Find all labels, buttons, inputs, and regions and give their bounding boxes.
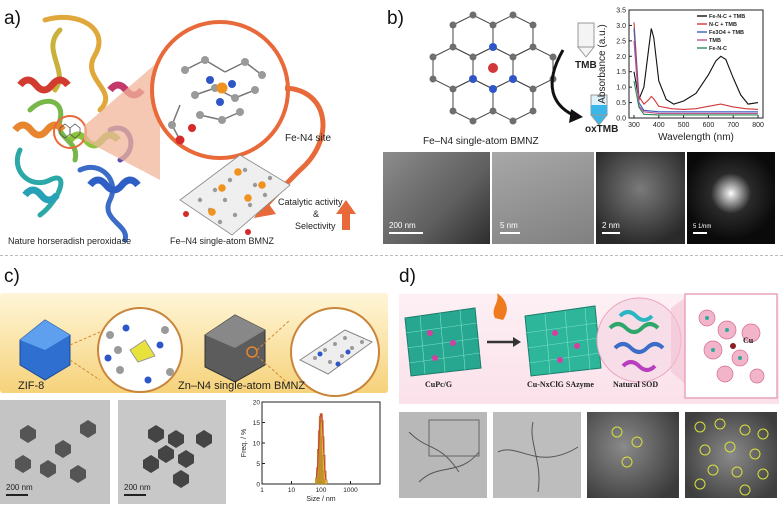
micro-b-3: 2 nm <box>596 152 685 244</box>
zn-n4-label: Zn–N4 single-atom BMNZ <box>178 380 306 392</box>
panel-a: a) <box>0 0 380 255</box>
micro-b-4: 5 1/nm <box>687 152 775 244</box>
panel-separator <box>0 255 783 256</box>
ampersand-label: & <box>313 209 320 219</box>
peroxidase-protein-illustration <box>12 14 356 243</box>
uv-vis-chart: 0.0 0.5 1.0 1.5 2.0 2.5 3.0 3.5 300 400 500 600 700 8… <box>597 8 764 144</box>
legend-label: Fe3O4 + TMB <box>709 30 744 36</box>
bmnz-caption: Fe–N4 single-atom BMNZ <box>170 236 275 246</box>
micro-c-2: 200 nm <box>118 400 226 504</box>
x-tick-label: 1000 <box>343 487 358 494</box>
oxtmb-label: oxTMB <box>585 124 619 135</box>
panel-a-label: a) <box>4 8 21 29</box>
legend-label: Fe-N-C + TMB <box>709 14 745 20</box>
micro-c-1: 200 nm <box>0 400 110 504</box>
y-axis-label: Absorbance (a.u.) <box>597 24 608 104</box>
micro-d-2 <box>493 412 581 498</box>
scale-label: 200 nm <box>389 221 416 230</box>
micro-b-2: 5 nm <box>492 152 594 244</box>
fe-n4-bmnz-caption: Fe–N4 single-atom BMNZ <box>423 136 539 147</box>
tmb-tube <box>577 22 595 48</box>
y-tick-label: 2.5 <box>616 38 626 45</box>
panel-d-label: d) <box>399 266 416 287</box>
selectivity-label: Selectivity <box>295 221 336 231</box>
sazyme-label: Cu-NxClG SAzyme <box>527 380 594 389</box>
x-tick-label: 300 <box>628 122 640 129</box>
panel-b: b) TMB oxTMB Fe–N4 <box>383 0 783 255</box>
fe-n4-site-label: Fe-N4 site <box>285 133 332 144</box>
x-tick-label: 400 <box>653 122 665 129</box>
y-tick-label: 15 <box>253 420 261 427</box>
scale-label: 200 nm <box>124 483 151 492</box>
x-axis-label: Wavelength (nm) <box>658 132 734 143</box>
y-tick-label: 3.5 <box>616 8 626 15</box>
single-atom-structure <box>429 11 609 126</box>
cu-label: Cu <box>743 336 754 345</box>
y-tick-label: 1.5 <box>616 69 626 76</box>
panel-c-label: c) <box>4 266 20 287</box>
micro-b-1: 200 nm <box>383 152 490 244</box>
series-line <box>633 28 758 113</box>
fe-n4-graphene-sheet <box>179 154 291 236</box>
y-tick-label: 0.0 <box>616 116 626 123</box>
y-tick-label: 5 <box>256 461 260 468</box>
tmb-label: TMB <box>575 60 597 71</box>
micro-d-3 <box>587 412 679 498</box>
x-tick-label: 1 <box>260 487 264 494</box>
y-axis-label: Freq. / % <box>241 429 248 457</box>
panel-c: c) ZIF-8 Zn–N4 single-atom BMNZ 200 nm <box>0 258 392 508</box>
scale-label: 2 nm <box>602 221 620 230</box>
micro-d-1 <box>399 412 487 498</box>
catalytic-activity-label: Catalytic activity <box>278 197 343 207</box>
series-line <box>633 28 759 105</box>
legend-label: N-C + TMB <box>709 22 737 28</box>
x-tick-label: 600 <box>703 122 715 129</box>
y-tick-label: 2.0 <box>616 54 626 61</box>
micro-d-4 <box>685 412 777 498</box>
horseradish-caption: Nature horseradish peroxidase <box>8 236 132 246</box>
fit-curve <box>315 413 327 480</box>
scale-label: 5 nm <box>500 221 518 230</box>
x-tick-label: 500 <box>678 122 690 129</box>
panel-d: d) <box>395 258 783 508</box>
cu-sazyme-illustration <box>404 293 778 399</box>
legend-label: TMB <box>709 38 721 44</box>
y-tick-label: 1.0 <box>616 85 626 92</box>
y-tick-label: 20 <box>253 400 261 407</box>
legend-label: Fe-N-C <box>709 46 727 52</box>
zif8-illustration <box>19 307 380 397</box>
x-tick-label: 800 <box>752 122 764 129</box>
panel-b-label: b) <box>387 8 404 29</box>
zif8-label: ZIF-8 <box>18 380 45 392</box>
natural-sod-label: Natural SOD <box>613 380 659 389</box>
y-tick-label: 10 <box>253 441 261 448</box>
scale-label: 5 1/nm <box>693 224 712 230</box>
y-tick-label: 0.5 <box>616 100 626 107</box>
cupc-g-label: CuPc/G <box>425 380 453 389</box>
y-tick-label: 0 <box>256 482 260 489</box>
series-line <box>633 80 758 116</box>
series-line <box>633 22 759 110</box>
x-axis-label: Size / nm <box>306 496 335 503</box>
x-tick-label: 700 <box>727 122 739 129</box>
y-tick-label: 3.0 <box>616 23 626 30</box>
scale-label: 200 nm <box>6 483 33 492</box>
histogram-bar <box>324 479 328 485</box>
x-tick-label: 10 <box>288 487 296 494</box>
activity-up-arrow <box>342 212 350 230</box>
series-line <box>633 40 758 114</box>
x-tick-label: 100 <box>316 487 327 494</box>
plot-frame <box>628 9 764 119</box>
size-distribution-chart: 0 5 10 15 20 1 10 100 1000 Size / nm Freq. / % <box>241 400 381 503</box>
